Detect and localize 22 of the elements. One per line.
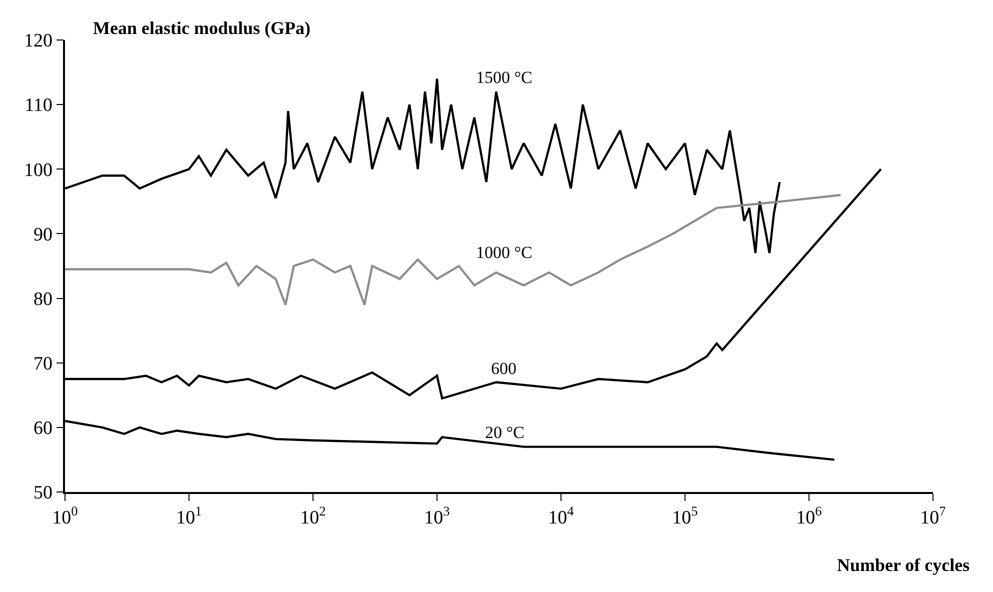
x-tick-label: 10$^{5}$ bbox=[672, 504, 698, 529]
y-tick-label: 100 bbox=[24, 160, 52, 181]
y-tick-label: 120 bbox=[24, 30, 52, 52]
x-tick-label: 10$^{4}$ bbox=[548, 504, 574, 529]
y-tick-label: 110 bbox=[24, 95, 52, 116]
x-tick-label: 10$^{3}$ bbox=[424, 504, 450, 529]
y-tick-label: 80 bbox=[33, 288, 52, 310]
series-label: 1500 °C bbox=[476, 68, 532, 87]
x-tick-label: 10$^{0}$ bbox=[52, 504, 78, 529]
series-label: 20 °C bbox=[485, 423, 524, 442]
y-axis-title: Mean elastic modulus (GPa) bbox=[93, 18, 310, 38]
x-tick-label: 10$^{7}$ bbox=[920, 504, 946, 529]
x-axis-title: Number of cycles bbox=[837, 555, 970, 575]
x-tick-label: 10$^{2}$ bbox=[300, 504, 326, 529]
y-tick-label: 70 bbox=[33, 354, 52, 375]
x-tick-label: 10$^{6}$ bbox=[796, 504, 822, 529]
x-tick-label: 10$^{1}$ bbox=[176, 504, 202, 529]
y-tick-label: 60 bbox=[33, 418, 52, 440]
series-label: 1000 °C bbox=[476, 243, 532, 262]
y-tick-label: 50 bbox=[33, 482, 52, 504]
y-tick-label: 90 bbox=[33, 224, 52, 246]
series-label: 600 bbox=[491, 359, 516, 378]
